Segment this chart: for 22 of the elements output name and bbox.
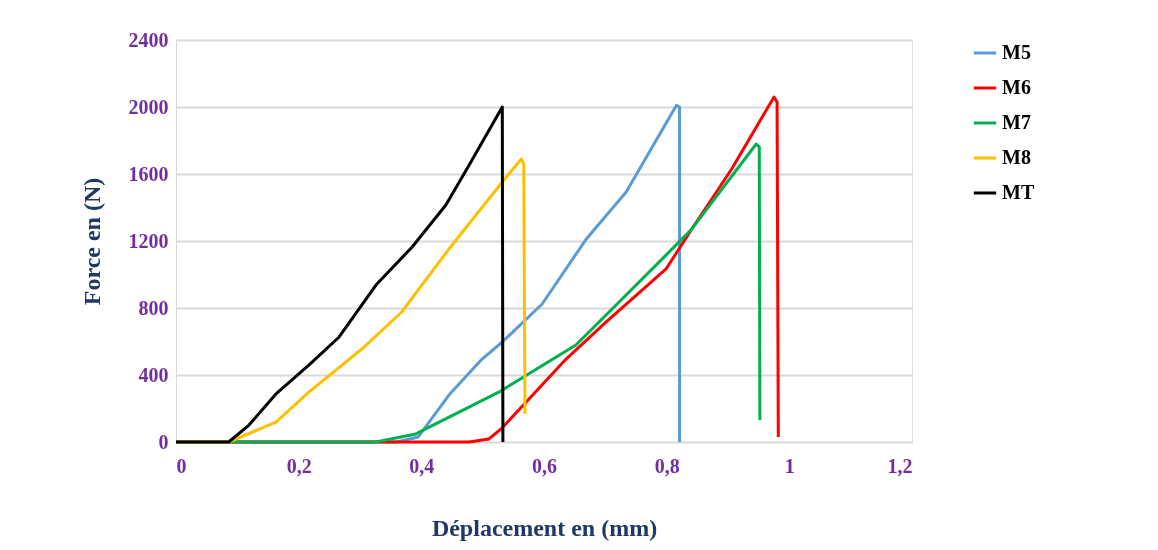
y-tick-label: 1200 [128, 229, 169, 252]
y-tick-label: 1600 [128, 162, 169, 185]
x-tick-label: 1,2 [887, 454, 913, 477]
legend-label: M5 [1002, 41, 1031, 63]
x-tick-label: 0 [176, 454, 187, 477]
legend-label: M8 [1002, 146, 1031, 168]
legend-label: MT [1002, 181, 1035, 203]
x-axis-title: Déplacement en (mm) [431, 514, 658, 541]
legend-label: M6 [1002, 76, 1031, 98]
line-series [174, 105, 505, 444]
y-tick-label: 2400 [128, 28, 169, 51]
legend-label: M7 [1002, 111, 1031, 133]
x-tick-label: 0,4 [409, 454, 435, 477]
y-tick-label: 800 [138, 296, 169, 319]
x-tick-label: 0,8 [654, 454, 680, 477]
x-tick-label: 0,6 [532, 454, 557, 477]
y-tick-label: 400 [138, 363, 169, 386]
y-tick-label: 0 [158, 430, 169, 453]
y-tick-label: 2000 [128, 95, 169, 118]
y-axis-title: Force en (N) [78, 177, 105, 306]
x-tick-label: 0,2 [286, 454, 312, 477]
x-tick-label: 1 [784, 454, 795, 477]
